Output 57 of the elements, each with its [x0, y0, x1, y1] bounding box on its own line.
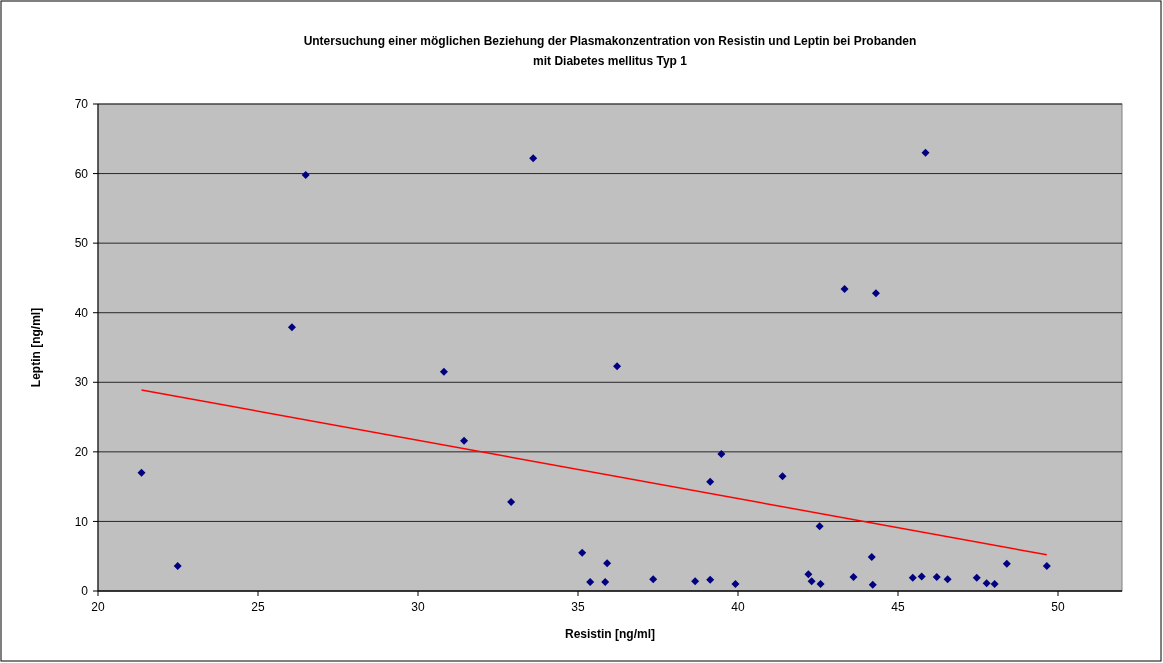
- point: [578, 548, 587, 557]
- point: [990, 580, 999, 589]
- point: [943, 575, 952, 584]
- point: [921, 148, 930, 157]
- point: [871, 289, 880, 298]
- point: [816, 580, 825, 589]
- point: [868, 580, 877, 589]
- point: [649, 575, 658, 584]
- chart-title: Untersuchung einer möglichen Beziehung der Plasmakonzentration von Resistin und Leptin bei Probanden mit Diabetes mellitus Typ 1: [303, 34, 917, 68]
- point: [731, 580, 740, 589]
- x-tick-label: 20: [91, 600, 105, 614]
- y-tick-label: 40: [74, 305, 89, 320]
- y-tick-label: 0: [81, 584, 89, 599]
- point: [972, 573, 981, 582]
- point: [982, 579, 991, 588]
- x-tick-label: 45: [891, 600, 905, 614]
- x-tick-label: 25: [251, 600, 265, 614]
- point: [807, 577, 816, 586]
- point: [717, 449, 726, 458]
- x-tick-label: 35: [571, 600, 585, 614]
- point: [867, 552, 876, 561]
- point: [917, 572, 926, 581]
- point: [173, 561, 182, 570]
- x-axis-title: Resistin [ng/ml]: [564, 627, 656, 641]
- point: [137, 468, 146, 477]
- point: [507, 497, 516, 506]
- y-tick-label: 50: [74, 236, 89, 251]
- y-tick-label: 30: [74, 375, 89, 390]
- x-tick-label: 50: [1051, 600, 1065, 614]
- point: [706, 575, 715, 584]
- point: [301, 170, 310, 179]
- y-tick-label: 20: [74, 445, 89, 460]
- point: [908, 573, 917, 582]
- x-tick-label: 30: [411, 600, 425, 614]
- point: [840, 285, 849, 294]
- point: [849, 573, 858, 582]
- point: [529, 154, 538, 163]
- x-tick-label: 40: [731, 600, 745, 614]
- point: [1042, 561, 1051, 570]
- point: [601, 577, 610, 586]
- point: [815, 522, 824, 531]
- y-tick-label: 70: [74, 97, 89, 112]
- point: [778, 472, 787, 481]
- point: [603, 559, 612, 568]
- point: [287, 323, 296, 332]
- point: [439, 367, 448, 376]
- y-tick-label: 10: [74, 514, 89, 529]
- y-axis-title: Leptin [ng/ml]: [29, 307, 43, 388]
- point: [586, 577, 595, 586]
- point: [460, 436, 469, 445]
- point: [1002, 559, 1011, 568]
- point: [613, 362, 622, 371]
- point: [932, 573, 941, 582]
- point: [706, 477, 715, 486]
- y-tick-label: 60: [74, 166, 89, 181]
- point: [691, 577, 700, 586]
- point: [804, 570, 813, 579]
